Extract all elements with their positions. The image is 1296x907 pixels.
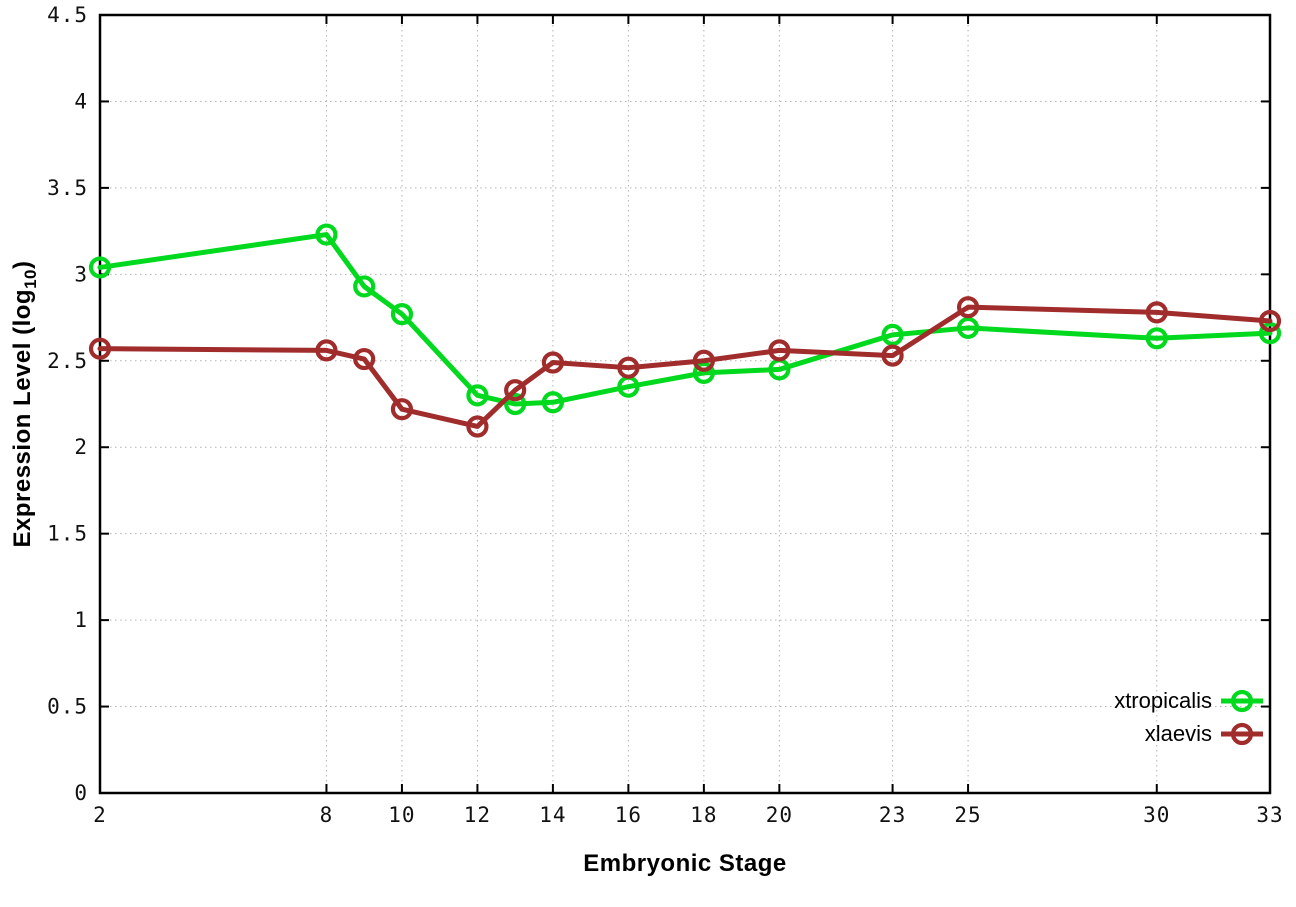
data-point-xtropicalis: [504, 392, 527, 416]
x-tick-label: 23: [879, 803, 906, 827]
y-axis-title: Expression Level (log10): [9, 129, 41, 679]
data-point-xtropicalis: [1258, 322, 1282, 345]
data-point-xlaevis: [541, 351, 565, 374]
x-tick-label: 25: [954, 803, 981, 827]
y-tick-label: 1: [74, 608, 88, 632]
x-tick-label: 12: [464, 803, 491, 827]
data-point-xlaevis: [956, 296, 980, 319]
data-point-xtropicalis: [315, 223, 338, 246]
data-point-xtropicalis: [1145, 327, 1168, 350]
plot-border: [98, 13, 1272, 795]
y-tick-label: 3: [74, 262, 88, 286]
y-tick-label: 4: [74, 89, 88, 113]
data-point-xtropicalis: [88, 256, 112, 279]
data-point-xlaevis: [768, 339, 791, 362]
data-point-xtropicalis: [692, 361, 715, 384]
data-point-xlaevis: [617, 356, 640, 379]
x-tick-label: 18: [690, 803, 717, 827]
y-tick-label: 4.5: [47, 3, 88, 27]
data-point-xlaevis: [315, 339, 338, 362]
legend-label-xlaevis: xlaevis: [1145, 721, 1212, 746]
data-point-xlaevis: [504, 379, 527, 402]
data-point-xtropicalis: [881, 323, 904, 346]
data-point-xtropicalis: [541, 391, 565, 414]
series-line-xlaevis: [97, 304, 1273, 429]
legend-label-xtropicalis: xtropicalis: [1114, 688, 1212, 713]
data-point-xtropicalis: [390, 302, 414, 326]
y-axis-title-main: Expression Level (log: [9, 288, 36, 548]
data-point-xlaevis: [881, 344, 904, 367]
data-point-xlaevis: [88, 337, 112, 360]
data-point-xlaevis: [1258, 309, 1282, 333]
x-tick-label: 14: [539, 803, 566, 827]
series-line-xtropicalis: [97, 232, 1273, 407]
data-point-xlaevis: [353, 347, 376, 371]
data-point-xlaevis: [692, 349, 715, 372]
y-tick-label: 3.5: [47, 176, 88, 200]
legend-sample-marker-xlaevis: [1230, 722, 1254, 746]
y-tick-label: 1.5: [47, 522, 88, 546]
x-tick-label: 30: [1143, 803, 1170, 827]
data-point-xlaevis: [466, 415, 489, 438]
data-point-xtropicalis: [353, 275, 376, 298]
data-point-xtropicalis: [466, 384, 489, 407]
x-tick-label: 8: [320, 803, 334, 827]
x-tick-label: 2: [93, 803, 107, 827]
y-tick-label: 0.5: [47, 695, 88, 719]
y-tick-label: 2: [74, 435, 88, 459]
data-point-xlaevis: [390, 398, 414, 421]
data-point-xlaevis: [1145, 301, 1168, 324]
y-axis-title-close: ): [9, 260, 36, 270]
y-tick-label: 2.5: [47, 349, 88, 373]
x-tick-label: 10: [388, 803, 415, 827]
data-point-xtropicalis: [956, 316, 980, 340]
y-axis-title-subscript: 10: [20, 269, 40, 289]
x-tick-label: 20: [766, 803, 793, 827]
legend-sample-marker-xtropicalis: [1230, 689, 1254, 713]
y-tick-label: 0: [74, 781, 88, 805]
x-tick-label: 16: [615, 803, 642, 827]
x-axis-title: Embryonic Stage: [583, 850, 787, 877]
x-tick-label: 33: [1256, 803, 1283, 827]
